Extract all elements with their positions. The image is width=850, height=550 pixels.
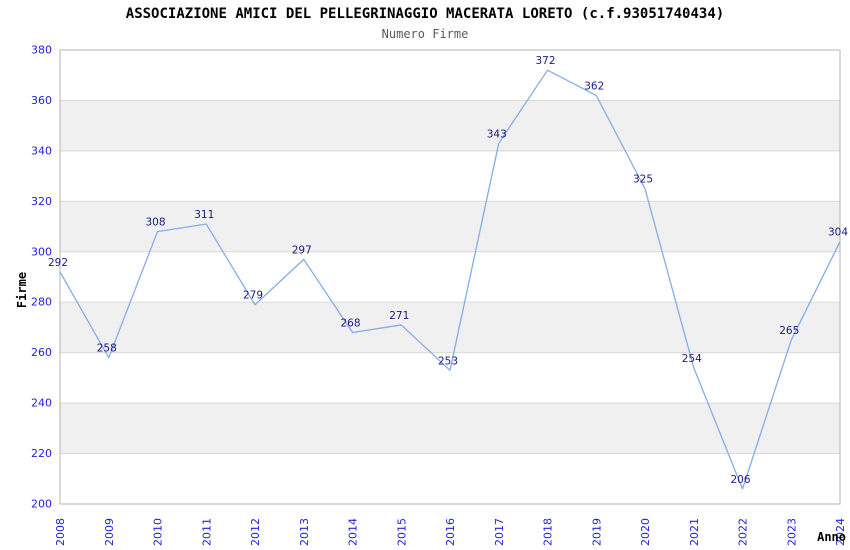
y-tick-label: 300 (31, 245, 52, 258)
data-point-label: 343 (487, 128, 507, 140)
x-tick-label: 2018 (542, 518, 555, 546)
x-tick-label: 2023 (785, 518, 798, 546)
data-line (59, 69, 841, 490)
chart-title: ASSOCIAZIONE AMICI DEL PELLEGRINAGGIO MA… (125, 6, 725, 22)
x-axis-title: Anno (817, 530, 846, 544)
x-tick-label: 2022 (737, 518, 750, 546)
data-point-label: 254 (682, 353, 702, 365)
x-tick-label: 2016 (444, 518, 457, 546)
y-tick-label: 380 (31, 44, 52, 57)
data-point-label: 292 (48, 257, 68, 269)
x-tick-label: 2024 (834, 518, 847, 546)
data-point-label: 253 (438, 355, 458, 367)
plot-band (60, 403, 840, 454)
chart-subtitle: Numero Firme (381, 27, 469, 41)
data-point-label: 308 (145, 217, 165, 229)
data-point-label: 265 (779, 325, 799, 337)
y-axis-title: Firme (15, 272, 29, 308)
data-point-label: 372 (535, 55, 555, 67)
data-point-label: 271 (389, 310, 409, 322)
x-tick-label: 2014 (347, 518, 360, 546)
y-tick-label: 260 (31, 346, 52, 359)
y-tick-label: 280 (31, 296, 52, 309)
x-tick-label: 2009 (103, 518, 116, 546)
data-point-label: 279 (243, 290, 263, 302)
data-point-label: 206 (730, 474, 750, 486)
plot-band (60, 201, 840, 252)
x-tick-label: 2012 (249, 518, 262, 546)
data-point-label: 297 (292, 244, 312, 256)
data-point-label: 268 (340, 317, 360, 329)
x-tick-label: 2017 (493, 518, 506, 546)
plot-band (60, 302, 840, 353)
data-point-label: 311 (194, 209, 214, 221)
data-point-label: 325 (633, 174, 653, 186)
data-point-label: 362 (584, 80, 604, 92)
x-tick-label: 2019 (590, 518, 603, 546)
y-tick-label: 220 (31, 447, 52, 460)
x-tick-label: 2008 (54, 518, 67, 546)
y-tick-label: 240 (31, 397, 52, 410)
x-tick-label: 2011 (200, 518, 213, 546)
data-point-label: 258 (97, 343, 117, 355)
plot-frame (59, 49, 841, 505)
x-tick-label: 2015 (395, 518, 408, 546)
y-tick-label: 360 (31, 94, 52, 107)
data-point-label: 304 (828, 227, 848, 239)
x-tick-label: 2021 (688, 518, 701, 546)
x-tick-label: 2010 (152, 518, 165, 546)
x-tick-label: 2013 (298, 518, 311, 546)
plot-band (60, 100, 840, 151)
y-tick-label: 340 (31, 144, 52, 157)
x-tick-label: 2020 (639, 518, 652, 546)
y-tick-label: 200 (31, 498, 52, 511)
y-tick-label: 320 (31, 195, 52, 208)
